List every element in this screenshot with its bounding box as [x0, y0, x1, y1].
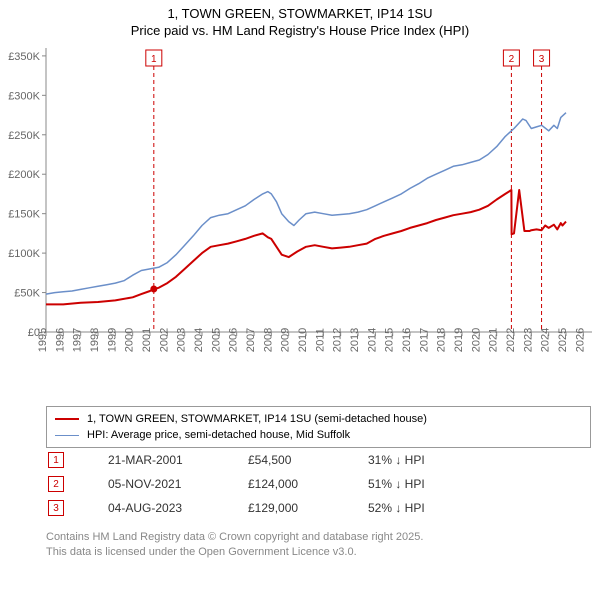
svg-text:2022: 2022	[505, 328, 517, 352]
svg-text:£150K: £150K	[8, 209, 40, 221]
svg-text:2019: 2019	[453, 328, 465, 352]
svg-text:2021: 2021	[488, 328, 500, 352]
svg-text:£350K: £350K	[8, 51, 40, 63]
legend-row: HPI: Average price, semi-detached house,…	[55, 427, 582, 443]
sales-row: 2 05-NOV-2021 £124,000 51% ↓ HPI	[48, 472, 568, 496]
footer-line-2: This data is licensed under the Open Gov…	[46, 545, 566, 560]
svg-text:1998: 1998	[89, 328, 101, 352]
svg-text:2001: 2001	[141, 328, 153, 352]
footer-attribution: Contains HM Land Registry data © Crown c…	[46, 530, 566, 560]
svg-text:2017: 2017	[418, 328, 430, 352]
svg-text:2010: 2010	[297, 328, 309, 352]
marker-box: 3	[48, 500, 64, 516]
svg-text:1995: 1995	[37, 328, 49, 352]
sales-marker-cell: 1	[48, 452, 108, 469]
legend-box: 1, TOWN GREEN, STOWMARKET, IP14 1SU (sem…	[46, 406, 591, 448]
svg-text:2025: 2025	[557, 328, 569, 352]
svg-text:2002: 2002	[158, 328, 170, 352]
title-line-2: Price paid vs. HM Land Registry's House …	[0, 23, 600, 38]
svg-text:2005: 2005	[210, 328, 222, 352]
svg-text:2006: 2006	[228, 328, 240, 352]
sales-diff: 52% ↓ HPI	[368, 501, 488, 515]
sales-price: £54,500	[248, 453, 368, 467]
svg-text:£100K: £100K	[8, 248, 40, 260]
marker-box: 1	[48, 452, 64, 468]
svg-text:2014: 2014	[366, 328, 378, 352]
sales-marker-cell: 3	[48, 500, 108, 517]
svg-text:1: 1	[151, 54, 157, 65]
sales-marker-cell: 2	[48, 476, 108, 493]
sales-date: 04-AUG-2023	[108, 501, 248, 515]
svg-text:2004: 2004	[193, 328, 205, 352]
svg-text:2013: 2013	[349, 328, 361, 352]
svg-text:£200K: £200K	[8, 169, 40, 181]
legend-swatch	[55, 418, 79, 420]
svg-text:£250K: £250K	[8, 130, 40, 142]
svg-text:2: 2	[509, 54, 515, 65]
svg-text:1996: 1996	[54, 328, 66, 352]
sales-table: 1 21-MAR-2001 £54,500 31% ↓ HPI 2 05-NOV…	[48, 448, 568, 520]
sales-date: 21-MAR-2001	[108, 453, 248, 467]
svg-text:2026: 2026	[574, 328, 586, 352]
sales-row: 1 21-MAR-2001 £54,500 31% ↓ HPI	[48, 448, 568, 472]
legend-label: 1, TOWN GREEN, STOWMARKET, IP14 1SU (sem…	[87, 413, 427, 425]
svg-text:2000: 2000	[124, 328, 136, 352]
svg-text:2020: 2020	[470, 328, 482, 352]
svg-text:2024: 2024	[540, 328, 552, 352]
legend-row: 1, TOWN GREEN, STOWMARKET, IP14 1SU (sem…	[55, 411, 582, 427]
title-line-1: 1, TOWN GREEN, STOWMARKET, IP14 1SU	[0, 6, 600, 21]
legend-swatch	[55, 435, 79, 436]
svg-text:2018: 2018	[436, 328, 448, 352]
svg-text:2008: 2008	[262, 328, 274, 352]
svg-text:1997: 1997	[72, 328, 84, 352]
sales-price: £129,000	[248, 501, 368, 515]
legend-label: HPI: Average price, semi-detached house,…	[87, 429, 350, 441]
svg-text:2009: 2009	[280, 328, 292, 352]
sales-price: £124,000	[248, 477, 368, 491]
svg-text:£300K: £300K	[8, 90, 40, 102]
svg-text:2015: 2015	[384, 328, 396, 352]
svg-text:2016: 2016	[401, 328, 413, 352]
svg-text:2003: 2003	[176, 328, 188, 352]
svg-text:1999: 1999	[106, 328, 118, 352]
svg-text:£50K: £50K	[14, 288, 40, 300]
marker-box: 2	[48, 476, 64, 492]
svg-text:2011: 2011	[314, 328, 326, 352]
line-chart-svg: £0£50K£100K£150K£200K£250K£300K£350K1995…	[0, 42, 600, 402]
chart-title-area: 1, TOWN GREEN, STOWMARKET, IP14 1SU Pric…	[0, 0, 600, 38]
chart-container: £0£50K£100K£150K£200K£250K£300K£350K1995…	[0, 42, 600, 402]
sales-diff: 31% ↓ HPI	[368, 453, 488, 467]
footer-line-1: Contains HM Land Registry data © Crown c…	[46, 530, 566, 545]
sales-date: 05-NOV-2021	[108, 477, 248, 491]
svg-text:2023: 2023	[522, 328, 534, 352]
svg-text:2012: 2012	[332, 328, 344, 352]
svg-text:2007: 2007	[245, 328, 257, 352]
sales-row: 3 04-AUG-2023 £129,000 52% ↓ HPI	[48, 496, 568, 520]
sales-diff: 51% ↓ HPI	[368, 477, 488, 491]
svg-text:3: 3	[539, 54, 545, 65]
